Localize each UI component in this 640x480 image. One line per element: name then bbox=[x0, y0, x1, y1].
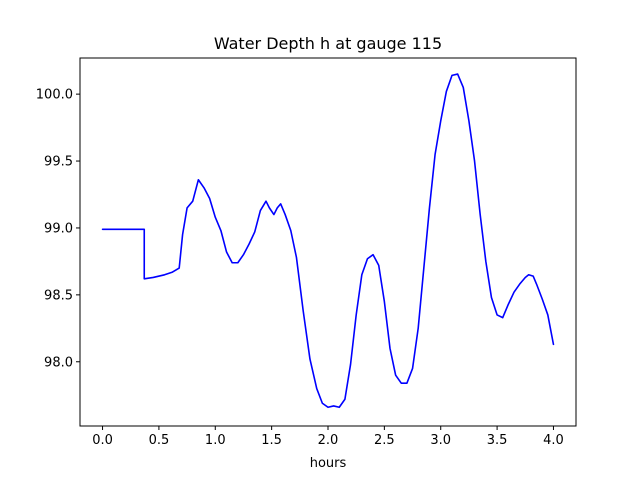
x-tick-label: 0.5 bbox=[149, 433, 170, 448]
y-tick-label: 98.0 bbox=[44, 355, 73, 370]
y-tick-label: 98.5 bbox=[44, 288, 73, 303]
x-tick-label: 1.5 bbox=[261, 433, 282, 448]
x-tick-label: 3.5 bbox=[487, 433, 508, 448]
series-line-0 bbox=[101, 73, 555, 409]
x-tick-label: 2.0 bbox=[318, 433, 339, 448]
x-axis-label: hours bbox=[310, 456, 347, 471]
x-tick-label: 1.0 bbox=[205, 433, 226, 448]
y-tick-label: 99.0 bbox=[44, 221, 73, 236]
x-tick-label: 4.0 bbox=[543, 433, 564, 448]
plot-frame bbox=[79, 57, 577, 427]
x-tick-label: 3.0 bbox=[430, 433, 451, 448]
chart-title: Water Depth h at gauge 115 bbox=[214, 34, 442, 53]
y-tick-label: 99.5 bbox=[44, 155, 73, 170]
x-tick-label: 2.5 bbox=[374, 433, 395, 448]
x-tick-label: 0.0 bbox=[92, 433, 113, 448]
y-tick-label: 100.0 bbox=[36, 88, 73, 103]
